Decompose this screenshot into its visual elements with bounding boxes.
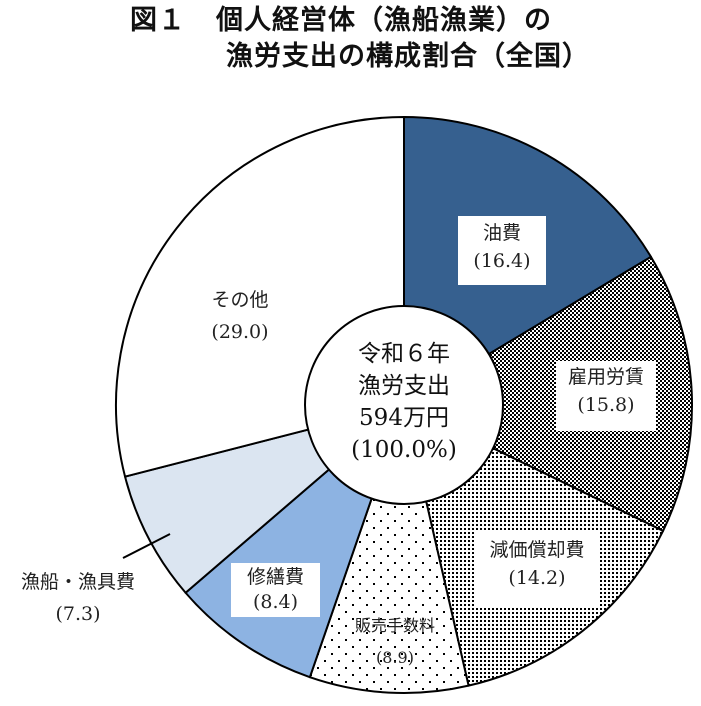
label-sales-fee: 販売手数料 (8.9) xyxy=(354,616,435,667)
figure-number: 図１ xyxy=(130,5,186,36)
label-wages: 雇用労賃 (15.8) xyxy=(556,361,656,431)
title-line-2: 漁労支出の構成割合（全国） xyxy=(226,41,590,72)
label-other: その他 (29.0) xyxy=(211,289,269,343)
center-year: 令和６年 xyxy=(358,341,450,367)
leader-line-boat-gear xyxy=(122,533,171,559)
center-circle xyxy=(304,305,504,505)
center-total: 594万円 xyxy=(359,405,449,431)
center-percent: (100.0%) xyxy=(351,437,457,463)
label-fuel: 油費 (16.4) xyxy=(458,216,546,285)
title-line-1: 図１ 個人経営体（漁船漁業）の xyxy=(130,5,552,36)
center-caption: 漁労支出 xyxy=(358,373,450,399)
label-boat-gear: 漁船・漁具費 (7.3) xyxy=(20,571,135,625)
slice-wages xyxy=(403,255,693,532)
label-depreciation: 減価償却費 (14.2) xyxy=(474,530,600,608)
label-repair: 修繕費 (8.4) xyxy=(231,563,320,617)
center-total-label: 令和６年 漁労支出 594万円 (100.0%) xyxy=(305,338,503,466)
slice-sales-fee xyxy=(308,404,470,694)
